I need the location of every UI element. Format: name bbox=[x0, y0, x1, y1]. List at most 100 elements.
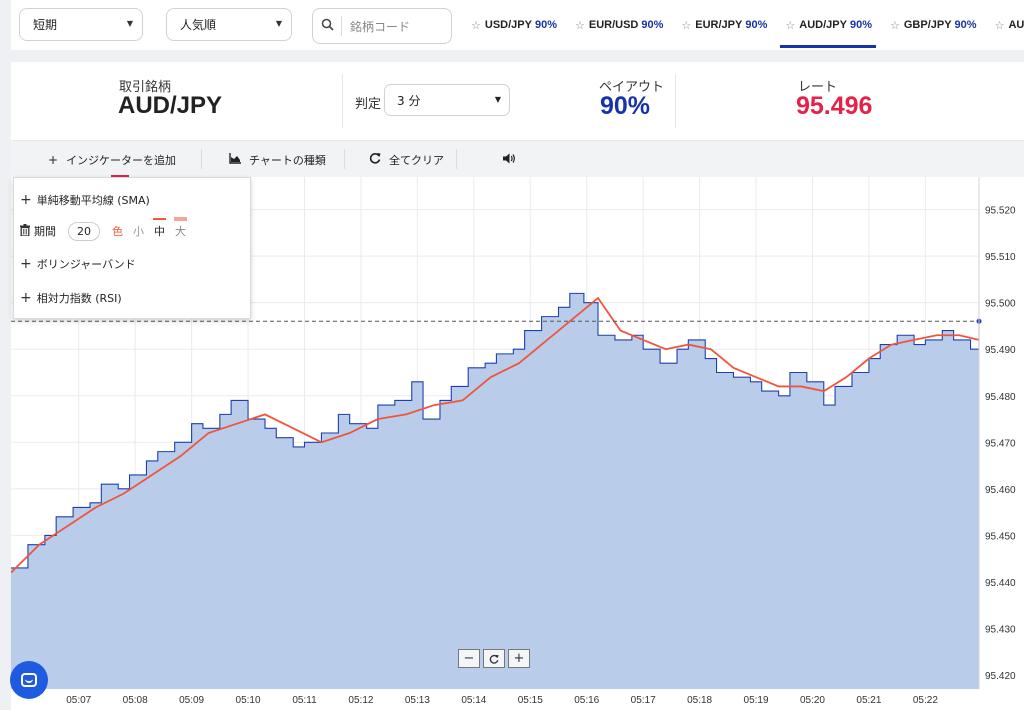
color-option[interactable]: 色 bbox=[112, 225, 123, 238]
filter-bar: 短期 ▼ 人気順 ▼ 銘柄コード ☆ USD/JPY 90% ☆ EUR/USD… bbox=[11, 0, 1024, 50]
y-tick-label: 95.430 bbox=[985, 624, 1016, 635]
refresh-icon bbox=[369, 152, 381, 167]
rate-label: レート bbox=[798, 80, 838, 95]
x-tick-label: 05:14 bbox=[461, 695, 486, 706]
plus-icon: + bbox=[48, 152, 59, 167]
x-tick-label: 05:19 bbox=[744, 695, 769, 706]
judge-time-select[interactable]: 3 分 ▼ bbox=[384, 84, 510, 116]
indicator-rsi-label: 相対力指数 (RSI) bbox=[36, 292, 122, 305]
x-tick-label: 05:12 bbox=[348, 695, 373, 706]
pair-tab[interactable]: ☆ EUR/JPY 90% bbox=[673, 0, 777, 50]
payout-label: ペイアウト bbox=[599, 80, 665, 95]
plus-icon: + bbox=[20, 256, 32, 272]
trading-card: 取引銘柄 AUD/JPY 判定 3 分 ▼ ペイアウト 90% レート 95.4… bbox=[11, 62, 1024, 710]
add-indicator-button[interactable]: + インジケーターを追加 bbox=[48, 141, 176, 178]
size-large-option[interactable]: 大 bbox=[174, 217, 187, 238]
indicator-panel: + 単純移動平均線 (SMA) 期間 20 色 小 中 大 + ボリンジャーバン… bbox=[13, 177, 251, 319]
x-tick-label: 05:07 bbox=[66, 695, 91, 706]
search-input[interactable]: 銘柄コード bbox=[312, 8, 452, 44]
zoom-in-button[interactable]: + bbox=[508, 649, 530, 668]
x-tick-label: 05:21 bbox=[856, 695, 881, 706]
indicator-rsi[interactable]: + 相対力指数 (RSI) bbox=[20, 288, 122, 308]
payout-value: 90% bbox=[600, 92, 651, 120]
trash-icon[interactable] bbox=[20, 223, 30, 239]
divider bbox=[675, 74, 676, 128]
plus-icon: + bbox=[20, 290, 32, 306]
size-small-option[interactable]: 小 bbox=[133, 225, 144, 238]
speaker-icon bbox=[503, 153, 516, 167]
sma-settings-row: 期間 20 色 小 中 大 bbox=[20, 217, 187, 241]
x-tick-label: 05:20 bbox=[800, 695, 825, 706]
add-indicator-label: インジケーターを追加 bbox=[66, 153, 177, 167]
y-tick-label: 95.450 bbox=[985, 531, 1016, 542]
rate-value: 95.496 bbox=[796, 92, 873, 120]
y-tick-label: 95.470 bbox=[985, 438, 1016, 449]
indicator-sma[interactable]: + 単純移動平均線 (SMA) bbox=[20, 190, 150, 210]
x-tick-label: 05:17 bbox=[631, 695, 656, 706]
zoom-out-button[interactable]: − bbox=[458, 649, 480, 668]
y-tick-label: 95.500 bbox=[985, 299, 1016, 310]
pair-tabs: ☆ USD/JPY 90% ☆ EUR/USD 90% ☆ EUR/JPY 90… bbox=[463, 0, 1024, 50]
sort-select-value: 人気順 bbox=[180, 18, 217, 32]
star-icon[interactable]: ☆ bbox=[681, 19, 692, 32]
judge-label: 判定 bbox=[355, 97, 382, 112]
clear-all-button[interactable]: 全てクリア bbox=[369, 141, 444, 178]
chevron-down-icon: ▼ bbox=[275, 19, 282, 28]
sound-button[interactable] bbox=[503, 141, 516, 178]
y-tick-label: 95.520 bbox=[985, 206, 1016, 217]
x-tick-label: 05:09 bbox=[179, 695, 204, 706]
divider bbox=[342, 74, 343, 128]
toolbar-divider bbox=[344, 149, 345, 169]
pair-tab[interactable]: ☆ AUD/ bbox=[987, 0, 1024, 50]
y-tick-label: 95.440 bbox=[985, 578, 1016, 589]
star-icon[interactable]: ☆ bbox=[574, 19, 585, 32]
judge-time-value: 3 分 bbox=[397, 93, 421, 108]
term-select[interactable]: 短期 ▼ bbox=[19, 8, 143, 41]
pair-tab[interactable]: ☆ GBP/JPY 90% bbox=[882, 0, 987, 50]
x-tick-label: 05:08 bbox=[123, 695, 148, 706]
y-tick-label: 95.480 bbox=[985, 392, 1016, 403]
pair-tab-payout: 90% bbox=[641, 19, 664, 31]
pair-tab-payout: 90% bbox=[954, 19, 977, 31]
star-icon[interactable]: ☆ bbox=[889, 19, 900, 32]
period-input[interactable]: 20 bbox=[68, 221, 100, 241]
pair-tab[interactable]: ☆ USD/JPY 90% bbox=[463, 0, 567, 50]
plus-icon: + bbox=[20, 192, 32, 208]
active-underline bbox=[111, 175, 129, 177]
pair-tab-active[interactable]: ☆ AUD/JPY 90% bbox=[777, 0, 882, 50]
star-icon[interactable]: ☆ bbox=[994, 19, 1005, 32]
pair-tab-symbol: AUD/JPY bbox=[799, 19, 847, 31]
pair-tab-payout: 90% bbox=[534, 19, 557, 31]
pair-tab-symbol: EUR/JPY bbox=[695, 19, 743, 31]
period-label: 期間 bbox=[34, 225, 56, 238]
sma-line bbox=[11, 296, 980, 574]
toolbar-divider bbox=[201, 149, 202, 169]
sort-select[interactable]: 人気順 ▼ bbox=[166, 8, 292, 41]
area-chart-icon bbox=[229, 152, 241, 167]
pair-tab-symbol: USD/JPY bbox=[484, 19, 532, 31]
search-divider bbox=[341, 16, 342, 36]
x-tick-label: 05:11 bbox=[292, 695, 317, 706]
y-tick-label: 95.420 bbox=[985, 671, 1016, 682]
pair-tab-symbol: EUR/USD bbox=[588, 19, 639, 31]
x-tick-label: 05:18 bbox=[687, 695, 712, 706]
y-tick-label: 95.460 bbox=[985, 485, 1016, 496]
instrument-label: 取引銘柄 bbox=[119, 80, 172, 95]
star-icon[interactable]: ☆ bbox=[471, 19, 481, 32]
pair-tab[interactable]: ☆ EUR/USD 90% bbox=[567, 0, 673, 50]
reset-zoom-button[interactable] bbox=[483, 649, 505, 668]
x-tick-label: 05:16 bbox=[574, 695, 599, 706]
chart-type-button[interactable]: チャートの種類 bbox=[229, 141, 326, 178]
star-icon[interactable]: ☆ bbox=[785, 19, 796, 32]
clear-all-label: 全てクリア bbox=[389, 153, 444, 167]
x-tick-label: 05:22 bbox=[913, 695, 938, 706]
indicator-bollinger[interactable]: + ボリンジャーバンド bbox=[20, 254, 136, 274]
chart-type-label: チャートの種類 bbox=[249, 153, 326, 167]
search-placeholder: 銘柄コード bbox=[350, 19, 411, 34]
chat-icon bbox=[21, 673, 37, 687]
size-mid-option[interactable]: 中 bbox=[153, 218, 166, 238]
pair-tab-symbol: GBP/JPY bbox=[903, 19, 952, 31]
chat-support-button[interactable] bbox=[10, 661, 48, 699]
indicator-bollinger-label: ボリンジャーバンド bbox=[36, 258, 136, 271]
y-tick-label: 95.490 bbox=[985, 345, 1016, 356]
